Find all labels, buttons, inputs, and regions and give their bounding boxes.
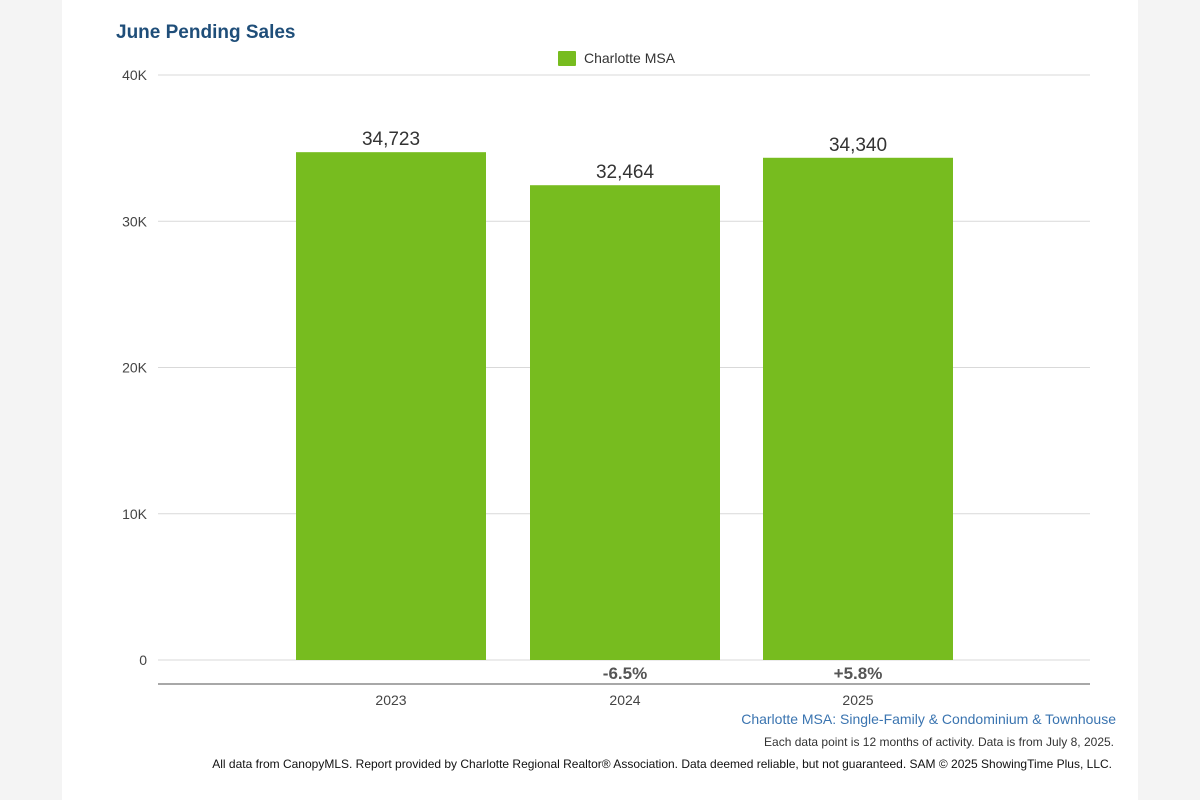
x-tick-label: 2023 [375, 692, 406, 708]
bar[interactable] [296, 152, 486, 660]
x-tick-label: 2025 [842, 692, 873, 708]
y-tick-label: 30K [122, 213, 148, 229]
chart-subtitle: Charlotte MSA: Single-Family & Condomini… [741, 711, 1116, 727]
legend-label: Charlotte MSA [584, 50, 676, 66]
legend[interactable]: Charlotte MSA [558, 50, 675, 66]
y-tick-label: 40K [122, 67, 148, 83]
data-label: 34,340 [829, 135, 887, 156]
change-label: -6.5% [603, 664, 647, 683]
x-tick-label: 2024 [609, 692, 640, 708]
chart-title: June Pending Sales [116, 22, 296, 43]
y-tick-label: 10K [122, 506, 148, 522]
bar[interactable] [763, 157, 953, 660]
chart-footer: All data from CanopyMLS. Report provided… [212, 757, 1112, 771]
y-tick-label: 20K [122, 360, 148, 376]
change-label: +5.8% [834, 664, 883, 683]
y-tick-label: 0 [139, 652, 147, 668]
data-label: 34,723 [362, 129, 420, 150]
bar[interactable] [530, 185, 720, 661]
data-label: 32,464 [596, 162, 655, 183]
legend-swatch [558, 50, 576, 66]
chart-note: Each data point is 12 months of activity… [764, 735, 1114, 749]
